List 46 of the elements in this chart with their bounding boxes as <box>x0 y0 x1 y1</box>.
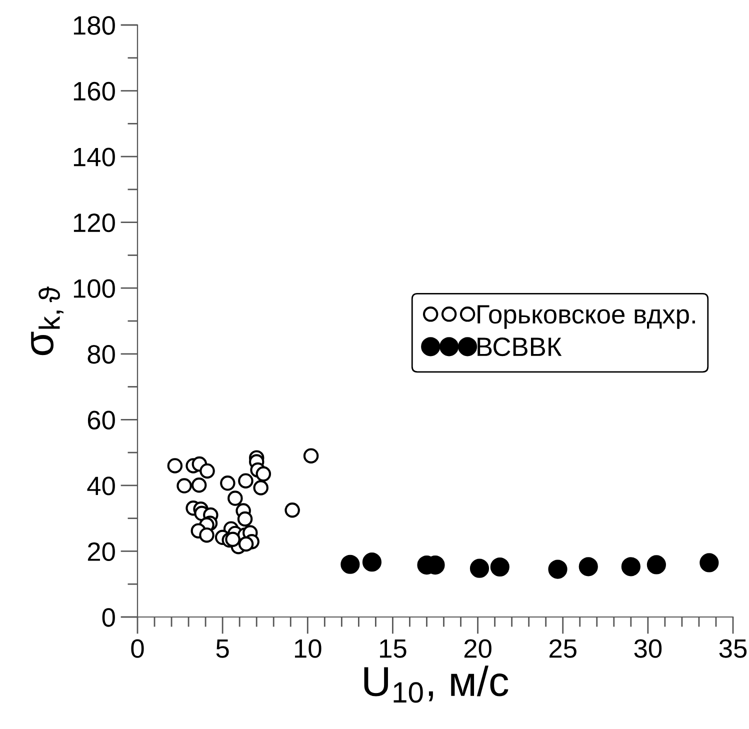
point <box>284 502 300 518</box>
y-tick-label: 0 <box>102 608 115 627</box>
legend-label: ВСВВК <box>478 337 562 356</box>
x-tick-label: 15 <box>380 639 406 658</box>
x-tick-label: 10 <box>294 639 322 658</box>
x-axis-title: U$_{10}$, м/с <box>364 666 508 703</box>
point <box>470 558 490 578</box>
y-tick-label: 140 <box>74 148 115 166</box>
point <box>621 557 640 576</box>
x-tick-label: 0 <box>131 639 144 658</box>
x-tick-label: 25 <box>550 639 576 658</box>
point <box>646 555 666 574</box>
x-tick-label: 35 <box>719 639 747 658</box>
point <box>199 527 214 543</box>
point <box>340 554 360 574</box>
point <box>303 448 319 464</box>
point <box>490 557 510 577</box>
point <box>700 553 719 572</box>
point <box>228 490 243 506</box>
y-tick-label: 180 <box>74 16 115 35</box>
point <box>362 552 382 572</box>
y-tick-label: 40 <box>87 476 115 496</box>
y-tick-label: 80 <box>88 345 115 364</box>
point <box>176 478 192 494</box>
point <box>200 463 215 479</box>
x-tick-label: 30 <box>634 639 662 658</box>
point <box>578 557 598 576</box>
point <box>237 511 253 527</box>
point <box>256 466 272 482</box>
point <box>225 532 240 548</box>
x-tick-label: 20 <box>464 639 492 658</box>
y-tick-label: 160 <box>74 82 115 101</box>
point <box>238 473 254 488</box>
x-tick-label: 5 <box>216 639 229 658</box>
y-tick-label: 60 <box>88 410 115 430</box>
y-tick-label: 20 <box>88 542 115 562</box>
y-tick-label: 100 <box>74 279 115 298</box>
y-tick-label: 120 <box>74 213 115 232</box>
point <box>167 458 183 474</box>
point <box>253 480 268 496</box>
point <box>220 476 236 491</box>
legend-label: Горьковское вдхр. <box>478 305 695 329</box>
point <box>548 560 568 579</box>
point <box>191 477 207 493</box>
y-axis-title: σ$_{k,ϑ}$ <box>31 286 64 356</box>
point <box>238 536 254 552</box>
